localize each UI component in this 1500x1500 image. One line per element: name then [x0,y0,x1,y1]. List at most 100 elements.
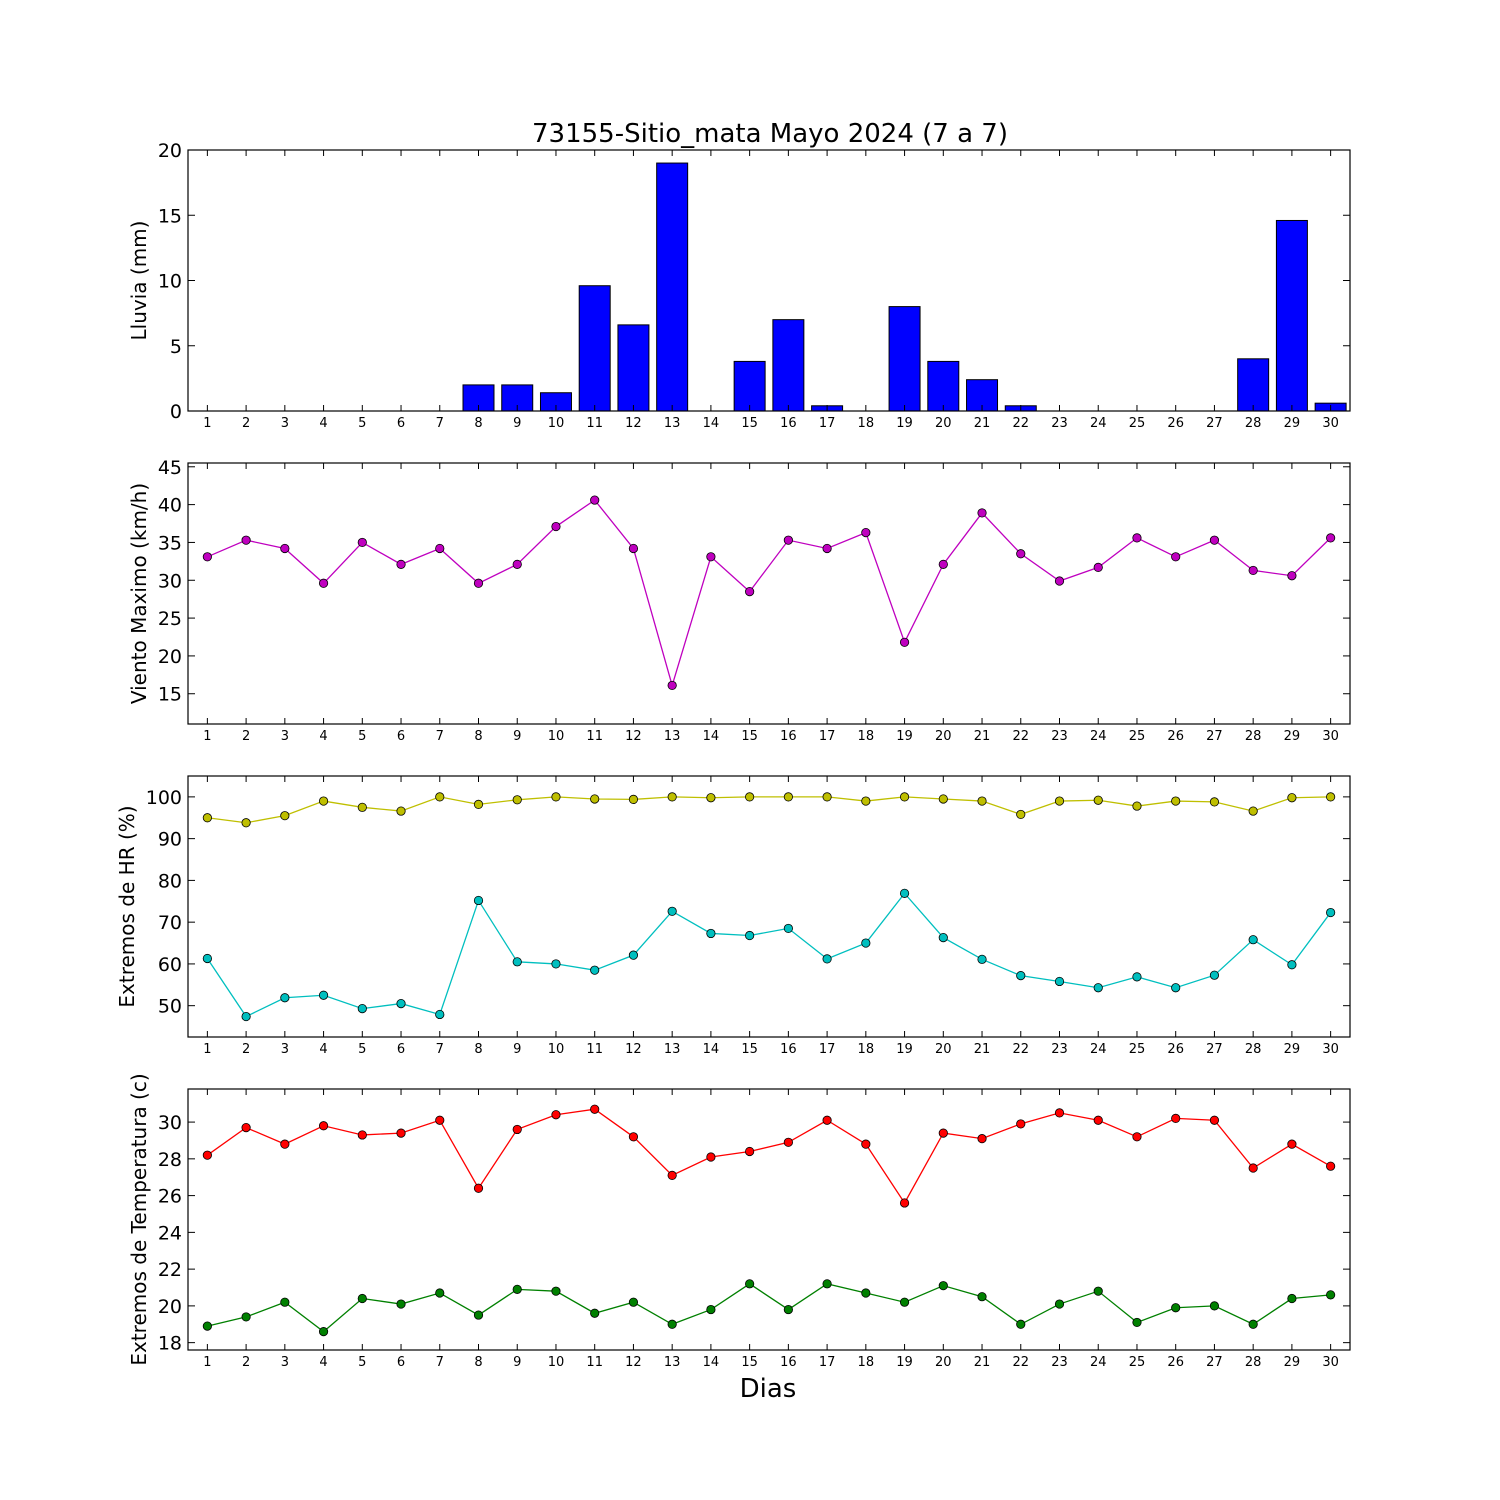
x-axis-label: Dias [740,1374,797,1404]
series-1-point-day-6 [396,559,406,569]
series-2-point-day-18 [861,938,871,948]
x-tick-label: 5 [358,729,366,744]
series-2-point-day-9 [512,957,522,967]
x-tick-label: 24 [1090,416,1107,431]
y-tick-label: 100 [146,787,182,809]
x-tick-label: 25 [1129,1355,1146,1370]
x-tick-label: 30 [1322,729,1339,744]
x-tick-label: 21 [974,1355,991,1370]
bar-day-11 [578,285,611,412]
series-2-point-day-3 [280,993,290,1003]
series-1-line [207,796,1331,824]
x-tick-label: 4 [319,729,327,744]
y-axis-label: Extremos de Temperatura (c) [127,1073,151,1365]
series-2-point-day-30 [1326,907,1336,918]
x-tick-label: 5 [358,1355,366,1370]
series-1-point-day-5 [357,1130,367,1140]
x-tick-label: 20 [935,416,952,431]
x-tick-label: 8 [474,1355,482,1370]
y-tick-label: 60 [158,954,182,976]
series-1-point-day-23 [1054,796,1065,806]
x-tick-label: 10 [548,416,565,431]
series-1-point-day-10 [551,1110,561,1120]
series-1-point-day-22 [1016,809,1026,820]
series-2-point-day-5 [357,1004,367,1014]
x-tick-label: 14 [703,416,720,431]
series-1-point-day-12 [628,543,639,554]
x-tick-label: 11 [586,1042,603,1057]
x-tick-label: 16 [780,729,797,744]
series-1-point-day-8 [473,799,484,809]
series-1-point-day-19 [899,792,910,802]
series-1-point-day-29 [1287,1139,1297,1149]
x-tick-label: 20 [935,1355,952,1370]
x-tick-label: 14 [703,1042,720,1057]
series-2-point-day-19 [899,888,910,898]
series-2-point-day-22 [1016,971,1026,981]
y-tick-label: 70 [158,912,182,934]
series-2-point-day-21 [977,1292,987,1302]
series-1-point-day-14 [706,1152,716,1162]
axes-frame [187,1088,1351,1351]
series-2-point-day-27 [1209,970,1220,980]
x-tick-label: 29 [1284,1042,1301,1057]
x-tick-label: 2 [242,729,250,744]
series-1-point-day-18 [861,1139,871,1149]
x-tick-label: 21 [974,1042,991,1057]
bar-day-19 [888,306,921,412]
x-tick-label: 17 [819,729,836,744]
x-tick-label: 22 [1012,416,1029,431]
series-2-point-day-26 [1171,983,1181,993]
x-tick-label: 6 [397,1042,405,1057]
x-tick-label: 2 [242,1042,250,1057]
series-1-point-day-25 [1132,801,1142,811]
x-tick-label: 11 [586,1355,603,1370]
bar-day-13 [656,162,689,412]
series-1-point-day-30 [1326,792,1336,802]
series-1-point-day-26 [1171,552,1181,562]
series-1-line [207,499,1332,688]
x-tick-label: 1 [203,1355,211,1370]
y-tick-label: 15 [158,205,182,227]
series-1-point-day-24 [1093,795,1103,805]
x-tick-label: 20 [935,1042,952,1057]
x-tick-label: 29 [1284,729,1301,744]
series-2-point-day-24 [1093,983,1103,993]
x-tick-label: 3 [281,729,289,744]
x-tick-label: 28 [1245,416,1262,431]
x-tick-label: 9 [513,1355,521,1370]
x-tick-label: 7 [436,416,444,431]
x-tick-label: 10 [548,1355,565,1370]
y-axis-label: Extremos de HR (%) [115,805,139,1007]
series-1-point-day-28 [1248,1163,1258,1173]
series-1-point-day-14 [706,793,716,803]
series-1-point-day-19 [899,1198,910,1208]
x-tick-label: 9 [513,1042,521,1057]
series-2-point-day-12 [628,1297,639,1307]
chart-title: 73155-Sitio_mata Mayo 2024 (7 a 7) [532,119,1008,149]
bar-day-15 [733,360,766,412]
series-2-point-day-10 [551,1286,561,1296]
x-tick-label: 13 [664,416,681,431]
x-tick-label: 9 [513,416,521,431]
series-2-point-day-2 [241,1312,251,1322]
series-1-point-day-11 [590,794,600,804]
x-tick-label: 15 [741,1355,758,1370]
series-2-point-day-14 [706,1304,716,1315]
bar-day-29 [1275,219,1308,412]
series-1-point-day-9 [512,559,522,569]
series-1-point-day-27 [1209,535,1220,545]
series-2-line [206,892,1332,1018]
series-1-point-day-7 [435,792,445,802]
series-1-point-day-25 [1132,533,1142,543]
series-1-point-day-3 [280,811,290,821]
series-1-point-day-2 [241,818,251,828]
series-1-point-day-14 [706,552,716,562]
y-tick-label: 20 [158,1296,182,1318]
x-tick-label: 10 [548,1042,565,1057]
series-1-point-day-26 [1171,1113,1181,1124]
series-1-point-day-3 [280,543,290,554]
